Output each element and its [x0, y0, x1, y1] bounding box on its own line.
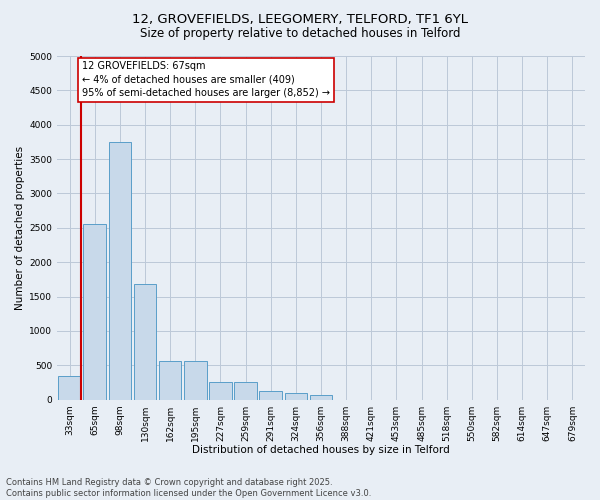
Bar — [184, 361, 206, 400]
Bar — [83, 224, 106, 400]
Text: Contains HM Land Registry data © Crown copyright and database right 2025.
Contai: Contains HM Land Registry data © Crown c… — [6, 478, 371, 498]
Bar — [284, 392, 307, 400]
Text: 12 GROVEFIELDS: 67sqm
← 4% of detached houses are smaller (409)
95% of semi-deta: 12 GROVEFIELDS: 67sqm ← 4% of detached h… — [82, 62, 330, 98]
Y-axis label: Number of detached properties: Number of detached properties — [15, 146, 25, 310]
Text: Size of property relative to detached houses in Telford: Size of property relative to detached ho… — [140, 28, 460, 40]
Text: 12, GROVEFIELDS, LEEGOMERY, TELFORD, TF1 6YL: 12, GROVEFIELDS, LEEGOMERY, TELFORD, TF1… — [132, 12, 468, 26]
Bar — [259, 392, 282, 400]
Bar — [310, 396, 332, 400]
Bar — [134, 284, 157, 400]
Bar — [234, 382, 257, 400]
Bar — [58, 376, 81, 400]
Bar — [109, 142, 131, 400]
X-axis label: Distribution of detached houses by size in Telford: Distribution of detached houses by size … — [192, 445, 450, 455]
Bar — [209, 382, 232, 400]
Bar — [159, 361, 181, 400]
